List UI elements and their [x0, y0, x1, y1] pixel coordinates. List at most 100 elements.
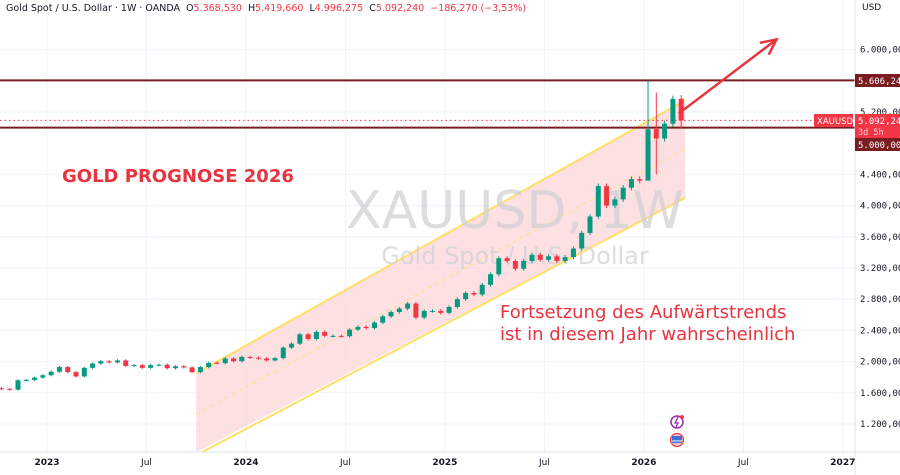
symbol-legend[interactable]: Gold Spot / U.S. Dollar · 1W · OANDA O5.… [6, 3, 526, 14]
candle-body [15, 380, 21, 390]
arrow-shaft[interactable] [677, 38, 778, 115]
candle-body [512, 260, 518, 269]
candles [0, 80, 684, 391]
candle-body [537, 254, 543, 260]
x-tick-label: Jul [538, 458, 550, 468]
channel-upper-line[interactable] [195, 99, 686, 375]
candle-body [56, 367, 62, 372]
candle-body [612, 199, 618, 206]
candle-body [23, 379, 29, 381]
horizontal-levels[interactable] [0, 79, 855, 129]
price-badges: 5.606,248 XAUUSD 5.092,240 3d 5h 5.000,0… [814, 74, 900, 151]
annotation-note-line2[interactable]: ist in diesem Jahr wahrscheinlich [500, 324, 795, 345]
candle-body [405, 303, 411, 309]
candle-body [380, 316, 386, 323]
candle-body [604, 186, 610, 206]
candle-body [653, 129, 659, 139]
lightning-glyph [673, 416, 680, 428]
x-tick-label: 2024 [233, 458, 258, 468]
y-tick-label: 1.600,000 [860, 389, 900, 399]
candle-body [189, 367, 195, 373]
candle-body [214, 362, 220, 364]
candle-body [81, 367, 87, 377]
notification-dot [680, 415, 684, 419]
candle-body [479, 284, 485, 295]
candle-body [595, 186, 601, 217]
last-price-badge [855, 114, 900, 138]
candle-body [322, 331, 328, 336]
candle-body [297, 334, 303, 344]
us-flag-glyph [672, 436, 682, 443]
candle-body [280, 347, 286, 359]
candle-body [148, 365, 154, 368]
event-icons[interactable] [669, 415, 685, 448]
candle-body [338, 335, 344, 337]
candle-body [156, 364, 162, 366]
low-value: 4.996,275 [314, 3, 364, 14]
currency-label[interactable]: USD [862, 3, 882, 13]
candle-body [239, 356, 245, 362]
candle-body [579, 232, 585, 249]
x-tick-label: Jul [140, 458, 152, 468]
candle-body [562, 257, 568, 261]
candle-body [247, 356, 253, 358]
last-price-badge-text: 5.092,240 [858, 117, 900, 127]
candle-body [413, 303, 419, 318]
candle-body [264, 358, 270, 361]
candle-body [670, 98, 676, 124]
candle-body [206, 362, 212, 368]
candle-body [438, 310, 444, 313]
candle-body [106, 361, 112, 363]
y-tick-label: 2.000,000 [860, 358, 900, 368]
annotation-title[interactable]: GOLD PROGNOSE 2026 [62, 166, 294, 187]
support-badge-text: 5.000,000 [858, 141, 900, 151]
y-tick-label: 2.800,000 [860, 295, 900, 305]
candle-body [272, 358, 278, 361]
x-tick-label: 2027 [830, 458, 855, 468]
candle-body [637, 179, 643, 181]
time-axis[interactable]: 2023 Jul 2024 Jul 2025 Jul 2026 Jul 2027 [0, 451, 900, 468]
candle-body [65, 367, 71, 373]
candle-body [313, 331, 319, 339]
candle-body [289, 343, 295, 348]
y-tick-label: 3.600,000 [860, 233, 900, 243]
candle-body [355, 326, 361, 330]
x-tick-label: 2026 [631, 458, 656, 468]
y-tick-label: 2.400,000 [860, 326, 900, 336]
channel-fill [196, 100, 686, 453]
arrow-head [759, 37, 779, 55]
candle-body [521, 260, 527, 269]
lightning-event-icon[interactable] [670, 415, 684, 429]
x-tick-label: 2025 [432, 458, 457, 468]
resistance-badge-text: 5.606,248 [858, 77, 900, 87]
channel-lower-line[interactable] [201, 196, 686, 453]
trend-channel[interactable] [195, 99, 686, 453]
price-axis[interactable]: 1.200,000 1.600,000 2.000,000 2.400,000 2.80… [854, 0, 900, 475]
watermark-symbol: XAUUSD, 1W [346, 181, 684, 241]
symbol-badge [814, 114, 853, 127]
candle-body [587, 216, 593, 233]
y-tick-label: 6.000,000 [860, 46, 900, 56]
change-value: −186,270 (−3,53%) [430, 3, 527, 14]
candle-body [48, 371, 54, 376]
candle-body [197, 367, 203, 373]
candle-body [131, 365, 137, 367]
annotation-note-line1[interactable]: Fortsetzung des Aufwärtstrends [500, 302, 786, 323]
open-value: 5.368,530 [193, 3, 242, 14]
candle-body [471, 292, 477, 295]
x-tick-label: Jul [737, 458, 749, 468]
resistance-badge [855, 74, 900, 87]
candle-body [429, 310, 435, 312]
support-badge [855, 138, 900, 151]
candle-body [347, 329, 353, 337]
candle-body [463, 292, 469, 300]
close-label: C [369, 3, 376, 14]
candle-body [396, 308, 402, 313]
candle-body [32, 377, 38, 380]
candle-body [222, 358, 228, 364]
trend-arrow[interactable] [677, 37, 779, 115]
candle-body [40, 375, 46, 378]
candle-body [628, 179, 634, 188]
candle-body [388, 312, 394, 317]
